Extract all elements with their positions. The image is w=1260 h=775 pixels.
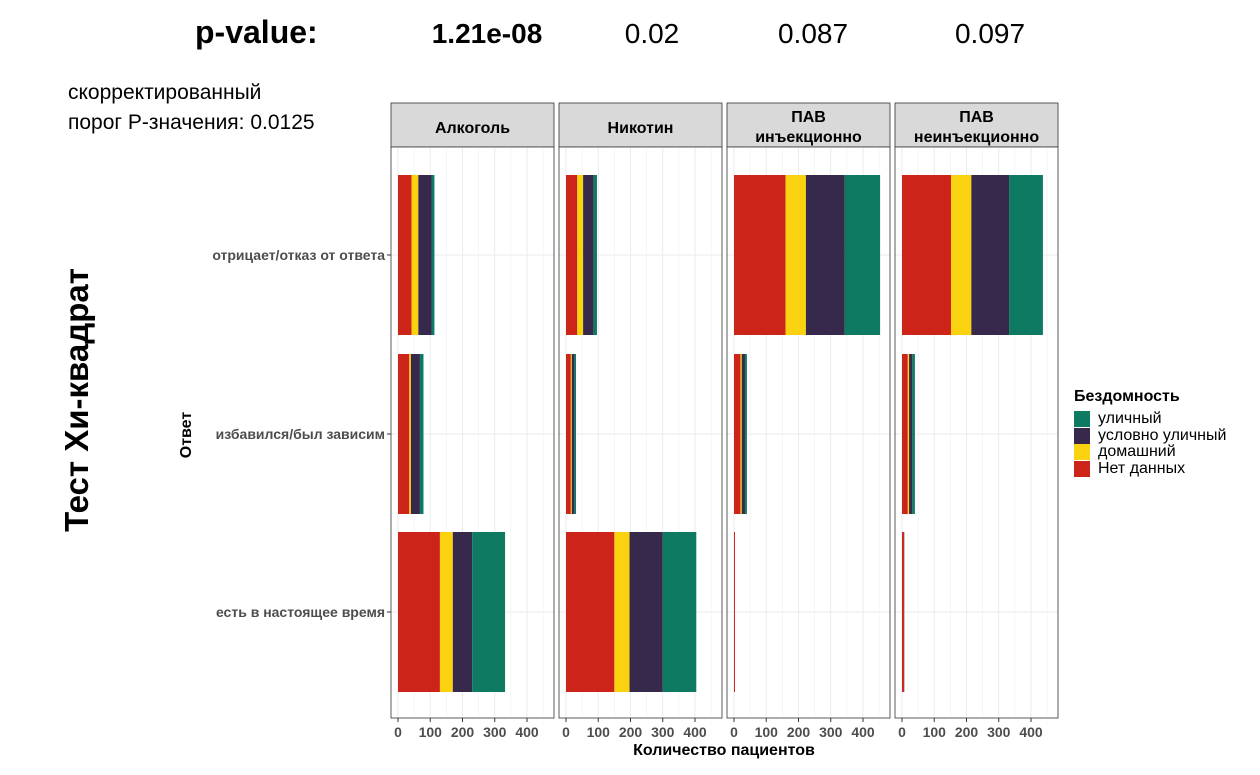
bar-алкоголь-избавился-был-зависим-уличный: [420, 354, 424, 514]
legend-label-условно-уличный: условно уличный: [1098, 427, 1226, 445]
legend-swatch-нет-данных: [1074, 461, 1090, 477]
xtick-label-пав-неинъекционно-400: 400: [1019, 724, 1043, 740]
xtick-label-алкоголь-300: 300: [483, 724, 507, 740]
bar-никотин-избавился-был-зависим-домашний: [571, 354, 572, 514]
xtick-label-никотин-400: 400: [683, 724, 707, 740]
xtick-label-алкоголь-400: 400: [515, 724, 539, 740]
legend-label-уличный: уличный: [1098, 410, 1162, 428]
bar-алкоголь-избавился-был-зависим-домашний: [409, 354, 411, 514]
ytick-label-избавился-был-зависим: избавился/был зависим: [216, 426, 385, 442]
legend-item-условно-уличный: условно уличный: [1074, 428, 1226, 445]
bar-пав-инъекционно-отрицает-отказ-от-ответа-условно-уличный: [806, 175, 845, 335]
strip-label-никотин: Никотин: [608, 120, 674, 137]
bar-никотин-есть-в-настоящее-время-домашний: [614, 532, 629, 692]
bar-пав-инъекционно-избавился-был-зависим-уличный: [745, 354, 747, 514]
bar-пав-неинъекционно-отрицает-отказ-от-ответа-нет-данных: [902, 175, 951, 335]
x-axis-label: Количество пациентов: [633, 742, 815, 759]
strip-label-пав-неинъекционно-2: неинъекционно: [914, 129, 1039, 146]
bar-алкоголь-избавился-был-зависим-нет-данных: [398, 354, 409, 514]
xtick-label-никотин-300: 300: [651, 724, 675, 740]
bar-пав-неинъекционно-есть-в-настоящее-время-нет-данных: [902, 532, 904, 692]
chart: Алкоголь 0 100 200 300 400 Никотин 0 100 200 300 40…: [0, 0, 1060, 775]
legend-items: уличный условно уличный домашний Нет данных: [1074, 411, 1226, 477]
ytick-label-отрицает-отказ-от-ответа: отрицает/отказ от ответа: [212, 247, 385, 263]
xtick-label-пав-инъекционно-100: 100: [755, 724, 779, 740]
bar-пав-неинъекционно-избавился-был-зависим-условно-уличный: [909, 354, 912, 514]
bar-никотин-есть-в-настоящее-время-нет-данных: [566, 532, 614, 692]
bar-пав-инъекционно-избавился-был-зависим-нет-данных: [734, 354, 740, 514]
bar-алкоголь-отрицает-отказ-от-ответа-уличный: [432, 175, 435, 335]
bar-алкоголь-есть-в-настоящее-время-уличный: [472, 532, 505, 692]
bar-алкоголь-есть-в-настоящее-время-домашний: [440, 532, 453, 692]
legend-label-нет-данных: Нет данных: [1098, 460, 1185, 478]
xtick-label-пав-инъекционно-300: 300: [819, 724, 843, 740]
xtick-label-пав-инъекционно-400: 400: [851, 724, 875, 740]
bar-никотин-избавился-был-зависим-уличный: [574, 354, 576, 514]
xtick-label-пав-инъекционно-200: 200: [787, 724, 811, 740]
bar-пав-неинъекционно-отрицает-отказ-от-ответа-условно-уличный: [971, 175, 1009, 335]
xtick-label-никотин-100: 100: [587, 724, 611, 740]
bar-пав-неинъекционно-избавился-был-зависим-домашний: [908, 354, 909, 514]
bar-пав-инъекционно-отрицает-отказ-от-ответа-нет-данных: [734, 175, 786, 335]
bar-пав-неинъекционно-отрицает-отказ-от-ответа-уличный: [1009, 175, 1043, 335]
xtick-label-алкоголь-100: 100: [419, 724, 443, 740]
xtick-label-алкоголь-0: 0: [394, 724, 402, 740]
bar-никотин-отрицает-отказ-от-ответа-условно-уличный: [583, 175, 593, 335]
bar-никотин-избавился-был-зависим-нет-данных: [566, 354, 571, 514]
xtick-label-пав-неинъекционно-0: 0: [898, 724, 906, 740]
bar-алкоголь-отрицает-отказ-от-ответа-нет-данных: [398, 175, 412, 335]
bar-пав-инъекционно-отрицает-отказ-от-ответа-уличный: [845, 175, 880, 335]
xtick-label-никотин-0: 0: [562, 724, 570, 740]
bar-пав-инъекционно-отрицает-отказ-от-ответа-домашний: [786, 175, 806, 335]
bar-пав-неинъекционно-избавился-был-зависим-нет-данных: [902, 354, 908, 514]
bar-никотин-избавился-был-зависим-условно-уличный: [572, 354, 575, 514]
bar-алкоголь-избавился-был-зависим-условно-уличный: [411, 354, 420, 514]
xtick-label-никотин-200: 200: [619, 724, 643, 740]
strip-label-пав-неинъекционно-1: ПАВ: [959, 109, 994, 126]
bar-никотин-есть-в-настоящее-время-уличный: [663, 532, 697, 692]
legend-item-уличный: уличный: [1074, 411, 1226, 428]
bar-пав-неинъекционно-отрицает-отказ-от-ответа-домашний: [951, 175, 971, 335]
legend-title: Бездомность: [1074, 388, 1226, 406]
bar-пав-инъекционно-избавился-был-зависим-домашний: [740, 354, 741, 514]
strip-label-пав-инъекционно-2: инъекционно: [755, 129, 862, 146]
legend-item-домашний: домашний: [1074, 444, 1226, 461]
bar-никотин-отрицает-отказ-от-ответа-домашний: [577, 175, 583, 335]
bar-никотин-есть-в-настоящее-время-условно-уличный: [630, 532, 663, 692]
bar-алкоголь-есть-в-настоящее-время-нет-данных: [398, 532, 440, 692]
xtick-label-пав-неинъекционно-200: 200: [955, 724, 979, 740]
bar-никотин-отрицает-отказ-от-ответа-нет-данных: [566, 175, 577, 335]
legend-label-домашний: домашний: [1098, 443, 1176, 461]
legend-swatch-домашний: [1074, 444, 1090, 460]
legend: Бездомность уличный условно уличный домашн…: [1074, 388, 1226, 477]
legend-item-нет-данных: Нет данных: [1074, 461, 1226, 478]
bar-алкоголь-отрицает-отказ-от-ответа-домашний: [412, 175, 419, 335]
bar-пав-инъекционно-есть-в-настоящее-время-нет-данных: [734, 532, 735, 692]
bar-никотин-отрицает-отказ-от-ответа-уличный: [593, 175, 597, 335]
ytick-label-есть-в-настоящее-время: есть в настоящее время: [216, 604, 385, 620]
bar-алкоголь-есть-в-настоящее-время-условно-уличный: [453, 532, 472, 692]
legend-swatch-условно-уличный: [1074, 428, 1090, 444]
bar-алкоголь-отрицает-отказ-от-ответа-условно-уличный: [418, 175, 431, 335]
strip-label-пав-инъекционно-1: ПАВ: [791, 109, 826, 126]
strip-label-алкоголь: Алкоголь: [435, 120, 510, 137]
y-axis-label: Ответ: [178, 412, 195, 459]
xtick-label-алкоголь-200: 200: [451, 724, 475, 740]
bar-пав-неинъекционно-избавился-был-зависим-уличный: [912, 354, 915, 514]
bar-пав-инъекционно-избавился-был-зависим-условно-уличный: [742, 354, 745, 514]
xtick-label-пав-неинъекционно-300: 300: [987, 724, 1011, 740]
legend-swatch-уличный: [1074, 411, 1090, 427]
xtick-label-пав-неинъекционно-100: 100: [923, 724, 947, 740]
xtick-label-пав-инъекционно-0: 0: [730, 724, 738, 740]
